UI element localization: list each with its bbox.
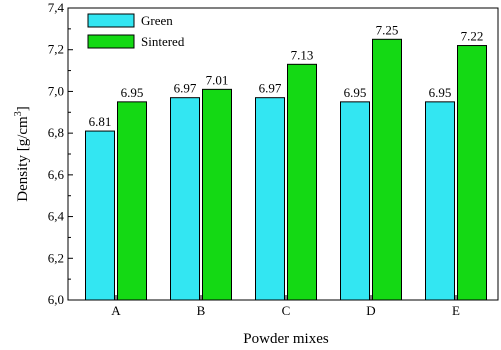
- y-axis-title-end: ]: [15, 106, 31, 111]
- data-label-green-a: 6.81: [89, 114, 112, 129]
- y-tick-label: 6,8: [48, 125, 64, 140]
- data-label-sintered-b: 7.01: [206, 72, 229, 87]
- bar-sintered-e: [457, 45, 487, 301]
- x-axis-title: Powder mixes: [243, 331, 329, 347]
- bar-sintered-c: [287, 63, 317, 301]
- bar-sintered-b: [202, 88, 232, 301]
- x-tick-label: B: [197, 303, 206, 318]
- x-axis: A B C D E: [111, 295, 460, 318]
- y-tick-label: 6,2: [48, 250, 64, 265]
- x-tick-label: D: [366, 303, 375, 318]
- data-label-sintered-c: 7.13: [291, 47, 314, 62]
- y-axis-title-superscript: 3: [13, 111, 24, 116]
- data-label-green-d: 6.95: [344, 85, 367, 100]
- data-label-green-e: 6.95: [429, 85, 452, 100]
- y-tick-label: 6,0: [48, 292, 64, 307]
- legend: Green Sintered: [87, 13, 185, 49]
- data-label-sintered-a: 6.95: [121, 85, 144, 100]
- y-axis-title-main: Density [g/cm: [15, 116, 31, 202]
- y-tick-label: 6,4: [48, 209, 65, 224]
- bar-green-d: [340, 101, 370, 301]
- y-tick-label: 7,0: [48, 83, 64, 98]
- bar-sintered-a: [117, 101, 147, 301]
- bars-group: [85, 38, 487, 301]
- bar-sintered-d: [372, 38, 402, 301]
- data-label-green-c: 6.97: [259, 81, 282, 96]
- y-tick-label: 7,4: [48, 0, 65, 15]
- legend-label-sintered: Sintered: [141, 34, 185, 49]
- bar-green-e: [425, 101, 455, 301]
- data-label-sintered-d: 7.25: [376, 22, 399, 37]
- legend-swatch-green: [87, 13, 135, 28]
- data-label-sintered-e: 7.22: [461, 29, 484, 44]
- x-tick-label: E: [452, 303, 460, 318]
- data-label-green-b: 6.97: [174, 81, 197, 96]
- x-tick-label: C: [282, 303, 291, 318]
- y-tick-label: 6,6: [48, 167, 65, 182]
- data-labels-group: 6.81 6.95 6.97 7.01 6.97 7.13 6.95 7.25 6.95 7.22: [89, 22, 484, 129]
- y-axis-title: Density [g/cm3]: [13, 106, 31, 201]
- y-tick-label: 7,2: [48, 42, 64, 57]
- legend-swatch-sintered: [87, 34, 135, 49]
- bar-green-c: [255, 97, 285, 301]
- bar-green-a: [85, 130, 115, 301]
- legend-label-green: Green: [141, 13, 173, 28]
- bar-green-b: [170, 97, 200, 301]
- x-tick-label: A: [111, 303, 121, 318]
- y-axis: 6,0 6,2 6,4 6,6 6,8 7,0 7,2 7,4: [48, 0, 73, 307]
